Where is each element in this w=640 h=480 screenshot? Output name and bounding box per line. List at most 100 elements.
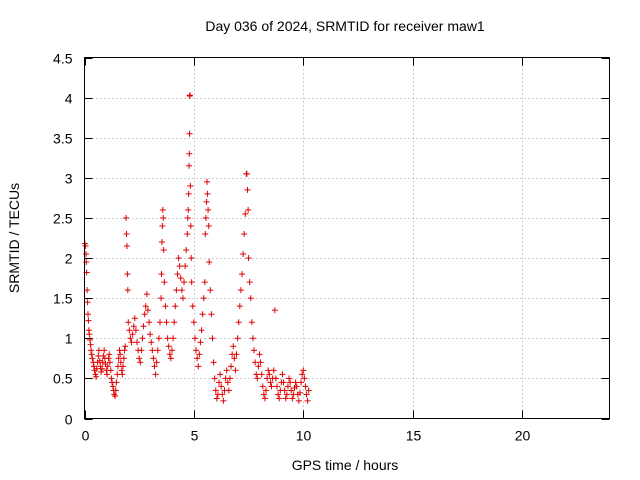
data-point xyxy=(131,315,138,322)
data-point xyxy=(259,383,266,390)
data-point xyxy=(161,279,168,286)
data-point xyxy=(162,303,169,310)
data-point xyxy=(132,327,139,334)
data-point xyxy=(244,186,251,193)
data-point xyxy=(228,363,235,370)
data-point xyxy=(282,395,289,402)
data-point xyxy=(127,335,134,342)
data-point xyxy=(235,319,242,326)
data-point xyxy=(239,271,245,278)
data-point xyxy=(196,351,203,358)
data-point xyxy=(186,130,193,137)
data-point xyxy=(158,295,165,302)
data-point xyxy=(288,387,295,394)
x-axis-label: GPS time / hours xyxy=(292,457,399,473)
data-point xyxy=(106,351,113,358)
data-point xyxy=(287,379,294,386)
data-point xyxy=(256,351,263,358)
x-tick-label: 10 xyxy=(296,428,312,444)
data-point xyxy=(126,327,133,334)
data-point xyxy=(165,343,172,350)
data-point xyxy=(189,303,196,310)
x-tick-label: 0 xyxy=(82,428,90,444)
data-point xyxy=(117,351,124,358)
data-point xyxy=(226,375,233,382)
data-point xyxy=(153,359,160,366)
data-point xyxy=(169,347,175,354)
data-point xyxy=(119,371,126,378)
data-point xyxy=(130,323,137,330)
data-point xyxy=(125,319,132,326)
x-tick-labels: 0 5 10 15 20 xyxy=(82,428,531,444)
data-point xyxy=(300,367,307,374)
data-point xyxy=(140,323,147,330)
data-point xyxy=(186,162,193,169)
data-point xyxy=(304,397,311,404)
data-point xyxy=(199,311,206,318)
data-point xyxy=(104,363,111,370)
data-point xyxy=(84,287,91,294)
data-point xyxy=(123,230,130,237)
data-points xyxy=(81,92,312,404)
data-point xyxy=(150,355,157,362)
data-point xyxy=(114,363,121,370)
data-point xyxy=(93,373,100,380)
data-point xyxy=(178,287,185,294)
data-point xyxy=(105,355,112,362)
data-point xyxy=(152,371,159,378)
data-point xyxy=(99,365,105,372)
data-point xyxy=(260,391,267,398)
data-point xyxy=(187,182,194,189)
data-point xyxy=(88,347,95,354)
axis-ticks xyxy=(84,57,610,420)
data-point xyxy=(242,210,249,217)
data-point xyxy=(88,351,95,358)
data-point xyxy=(134,339,140,346)
data-point xyxy=(123,243,130,250)
data-point xyxy=(159,222,166,229)
data-point xyxy=(251,347,258,354)
data-point xyxy=(245,255,252,262)
data-point xyxy=(252,359,259,366)
data-point xyxy=(183,247,190,254)
data-point xyxy=(120,363,126,370)
data-point xyxy=(141,311,148,318)
data-point xyxy=(138,347,145,354)
data-point xyxy=(149,347,156,354)
grid xyxy=(84,57,610,419)
data-point xyxy=(172,303,179,310)
x-tick-label: 20 xyxy=(515,428,531,444)
y-axis-label: SRMTID / TECUs xyxy=(6,183,22,293)
chart-title: Day 036 of 2024, SRMTID for receiver maw… xyxy=(205,18,485,34)
data-point xyxy=(249,335,256,342)
data-point xyxy=(193,347,200,354)
data-point xyxy=(208,311,215,318)
data-point xyxy=(186,150,193,157)
data-point xyxy=(128,339,135,346)
data-point xyxy=(174,271,181,278)
y-tick-label: 1.5 xyxy=(53,291,73,307)
data-point xyxy=(295,397,302,404)
data-point xyxy=(276,395,283,402)
data-point xyxy=(212,387,219,394)
data-point xyxy=(148,339,155,346)
data-point xyxy=(116,347,123,354)
data-point xyxy=(220,397,227,404)
data-point xyxy=(120,355,127,362)
data-point xyxy=(122,343,129,350)
data-point xyxy=(83,251,90,258)
data-point xyxy=(204,178,210,185)
data-point xyxy=(101,347,108,354)
data-point xyxy=(236,303,243,310)
data-point xyxy=(202,214,209,221)
data-point xyxy=(123,214,130,221)
data-point xyxy=(216,379,223,386)
data-point xyxy=(261,395,268,402)
data-point xyxy=(201,279,208,286)
plot-frame xyxy=(84,57,610,419)
data-point xyxy=(248,319,255,326)
data-point xyxy=(158,271,165,278)
data-point xyxy=(112,387,119,394)
data-point xyxy=(95,352,102,359)
